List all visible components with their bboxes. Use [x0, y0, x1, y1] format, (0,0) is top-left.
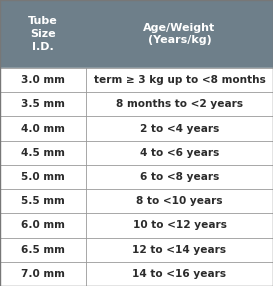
Text: 4.0 mm: 4.0 mm — [21, 124, 65, 134]
Text: 6.5 mm: 6.5 mm — [21, 245, 65, 255]
Bar — [0, 92, 273, 116]
Bar — [0, 189, 273, 213]
Text: 5.5 mm: 5.5 mm — [21, 196, 65, 206]
Text: 3.0 mm: 3.0 mm — [21, 75, 65, 85]
Bar — [0, 213, 273, 238]
Bar — [0, 141, 273, 165]
Bar — [0, 165, 273, 189]
Text: 6 to <8 years: 6 to <8 years — [140, 172, 219, 182]
Text: 3.5 mm: 3.5 mm — [21, 99, 65, 109]
Bar — [0, 238, 273, 262]
Text: Tube
Size
I.D.: Tube Size I.D. — [28, 16, 58, 52]
Text: term ≥ 3 kg up to <8 months: term ≥ 3 kg up to <8 months — [94, 75, 265, 85]
Bar — [0, 262, 273, 286]
Bar — [0, 68, 273, 92]
Text: 10 to <12 years: 10 to <12 years — [133, 221, 226, 231]
Bar — [0, 116, 273, 141]
Text: Age/Weight
(Years/kg): Age/Weight (Years/kg) — [143, 23, 216, 45]
Text: 5.0 mm: 5.0 mm — [21, 172, 65, 182]
Text: 2 to <4 years: 2 to <4 years — [140, 124, 219, 134]
Text: 4 to <6 years: 4 to <6 years — [140, 148, 219, 158]
Text: 7.0 mm: 7.0 mm — [21, 269, 65, 279]
Text: 8 months to <2 years: 8 months to <2 years — [116, 99, 243, 109]
Text: 8 to <10 years: 8 to <10 years — [136, 196, 223, 206]
Text: 4.5 mm: 4.5 mm — [21, 148, 65, 158]
Text: 12 to <14 years: 12 to <14 years — [132, 245, 227, 255]
Bar — [0, 0, 273, 68]
Text: 6.0 mm: 6.0 mm — [21, 221, 65, 231]
Text: 14 to <16 years: 14 to <16 years — [132, 269, 227, 279]
